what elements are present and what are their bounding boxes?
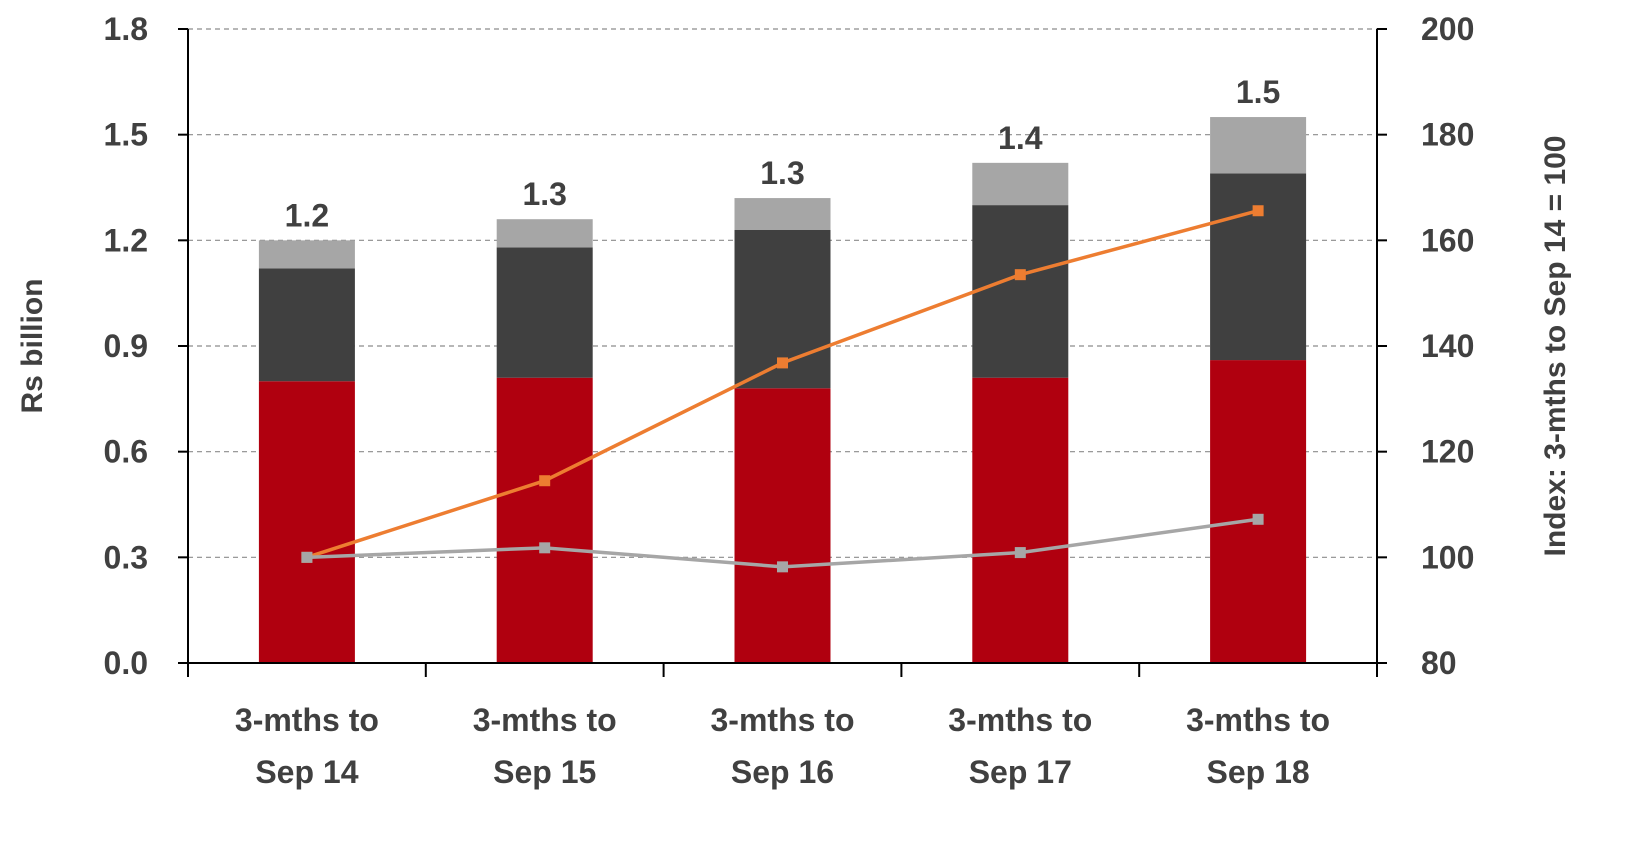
x-tick-label: 3-mths to <box>1186 702 1330 738</box>
bar-segment <box>496 377 593 663</box>
x-tick-label: Sep 15 <box>493 754 596 790</box>
bar-segment <box>734 388 831 663</box>
line-marker <box>777 357 788 369</box>
y2-axis-title: Index: 3-mths to Sep 14 = 100 <box>1539 136 1572 557</box>
line-marker <box>1252 205 1264 217</box>
labels: 1.2 3-mths to Sep 14 1.3 3-mths to Sep 15 1.3 3… <box>16 11 1572 790</box>
axes <box>178 28 1387 677</box>
line-series <box>301 205 1264 573</box>
y-axis-title: Rs billion <box>16 279 49 414</box>
bar-total-label: 1.2 <box>285 197 329 233</box>
x-tick-label: 3-mths to <box>948 702 1092 738</box>
bar-total-label: 1.3 <box>760 155 804 191</box>
bar-segment <box>1210 360 1307 663</box>
x-tick-label: Sep 18 <box>1207 754 1310 790</box>
x-tick-label: 3-mths to <box>711 702 855 738</box>
bar-segment <box>1210 173 1307 361</box>
y2-tick-label: 180 <box>1421 117 1474 153</box>
bar-segment <box>258 268 355 382</box>
y-tick-label: 0.3 <box>104 539 148 575</box>
bar-segment <box>972 377 1069 663</box>
y2-tick-label: 100 <box>1421 539 1474 575</box>
y2-tick-label: 160 <box>1421 222 1474 258</box>
x-tick-label: Sep 17 <box>969 754 1072 790</box>
bar-total-label: 1.3 <box>522 176 566 212</box>
x-tick-label: 3-mths to <box>473 702 617 738</box>
bar-total-label: 1.5 <box>1236 74 1280 110</box>
y-tick-label: 0.9 <box>104 328 148 364</box>
line-marker <box>1252 513 1264 525</box>
line-marker <box>301 551 313 563</box>
bar-segment <box>1210 117 1307 174</box>
x-tick-label: Sep 14 <box>255 754 358 790</box>
y-tick-label: 0.0 <box>104 645 148 681</box>
bar-segment <box>496 247 593 378</box>
line-marker <box>777 561 788 573</box>
y-tick-label: 1.2 <box>104 222 148 258</box>
bar-segment <box>734 198 831 230</box>
x-tick-label: 3-mths to <box>235 702 379 738</box>
y2-tick-label: 200 <box>1421 11 1474 47</box>
y2-tick-label: 140 <box>1421 328 1474 364</box>
bar-segment <box>258 240 355 269</box>
line-marker <box>539 542 551 554</box>
y2-tick-label: 120 <box>1421 434 1474 470</box>
bar-segment <box>496 219 593 248</box>
bar-total-label: 1.4 <box>998 120 1043 156</box>
line-marker <box>1014 269 1026 281</box>
bar-segment <box>258 381 355 663</box>
y-tick-label: 1.8 <box>104 11 148 47</box>
bars <box>258 117 1307 663</box>
bar-segment <box>972 162 1069 206</box>
bar-segment <box>972 205 1069 378</box>
y-tick-label: 0.6 <box>104 434 148 470</box>
x-tick-label: Sep 16 <box>731 754 834 790</box>
y-tick-label: 1.5 <box>104 117 148 153</box>
line-marker <box>539 475 551 487</box>
line-marker <box>1014 547 1026 559</box>
y2-tick-label: 80 <box>1421 645 1457 681</box>
